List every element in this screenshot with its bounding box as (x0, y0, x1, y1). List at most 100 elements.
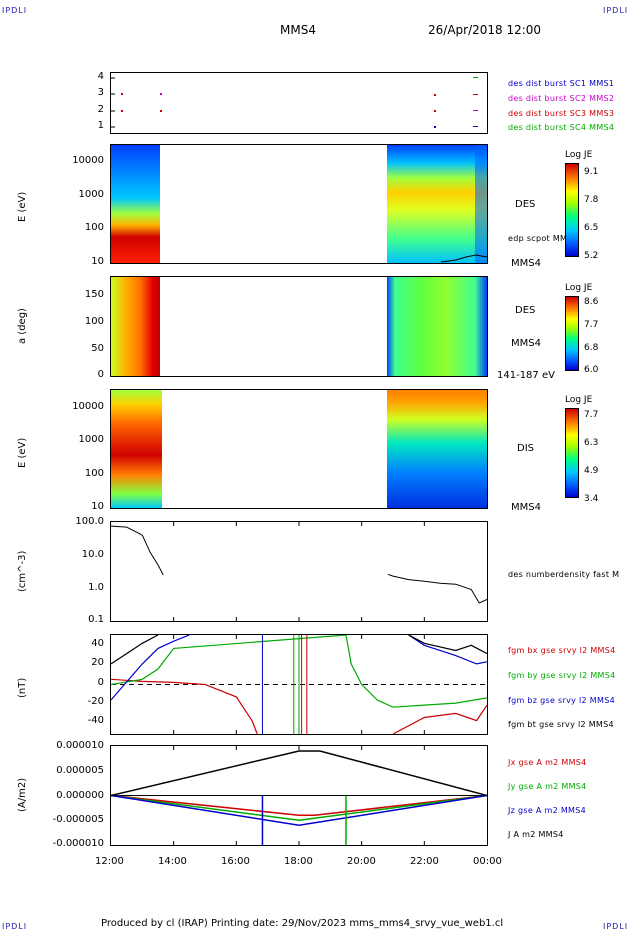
colorbar (565, 296, 579, 371)
des-pitch-angle-spectrogram (111, 277, 487, 376)
bz-trace (408, 635, 487, 665)
corner-mark-top-right: IPDLI (603, 6, 629, 15)
spectrogram-edge (475, 145, 487, 263)
burst-marker-mms3 (434, 110, 436, 112)
spectrogram-block-early (111, 145, 160, 263)
panel-number-density (110, 521, 488, 622)
y-tick-label: 100 (84, 468, 104, 479)
footer-credits: Produced by cl (IRAP) Printing date: 29/… (101, 918, 504, 929)
bz-trace (111, 635, 190, 701)
burst-marker-mms4 (473, 77, 478, 78)
burst-marker-mms3 (121, 93, 123, 95)
legend-jy: Jy gse A m2 MMS4 (508, 782, 587, 791)
current-plot (111, 746, 487, 845)
y-axis-label: (A/m2) (17, 777, 28, 812)
burst-marker-mms1 (473, 126, 478, 127)
legend-jz: Jz gse A m2 MMS4 (508, 806, 587, 815)
colorbar-tick-label: 7.7 (584, 410, 599, 420)
panel-label-mms4: MMS4 (511, 258, 541, 269)
y-tick-label: 0 (97, 369, 104, 380)
y-tick-label: 1000 (78, 189, 104, 200)
colorbar-tick-label: 6.5 (584, 223, 599, 233)
legend-burst-mms1: des dist burst SC1 MMS1 (508, 79, 615, 88)
colorbar-tick-label: 9.1 (584, 167, 599, 177)
jy-trace (111, 794, 487, 822)
y-tick-label: 10 (91, 256, 104, 267)
jx-trace (111, 794, 487, 817)
bt-trace (111, 635, 159, 665)
x-tick-label: 16:00 (221, 856, 250, 867)
panel-magnetic-field (110, 634, 488, 735)
datetime-title: 26/Apr/2018 12:00 (428, 23, 542, 37)
y-tick-label: 150 (84, 289, 104, 300)
y-tick-label: 10.0 (81, 549, 104, 560)
legend-bz: fgm bz gse srvy l2 MMS4 (508, 696, 615, 705)
y-tick-label: 1000 (78, 434, 104, 445)
y-tick-label: 0.000000 (56, 790, 104, 801)
density-plot (111, 522, 487, 621)
legend-bt: fgm bt gse srvy l2 MMS4 (508, 720, 614, 729)
y-tick-label: -0.000010 (52, 838, 104, 849)
colorbar-tick-label: 6.3 (584, 438, 599, 448)
y-tick-label: 0.000010 (56, 740, 104, 751)
y-axis-label: (cm^-3) (17, 550, 28, 592)
colorbar-tick-label: 4.9 (584, 466, 599, 476)
y-tick-label: 4 (97, 71, 104, 82)
y-axis-label: E (eV) (17, 437, 28, 468)
y-tick-label: 2 (97, 104, 104, 115)
burst-marker-mms3 (434, 94, 436, 96)
y-tick-label: 20 (91, 657, 104, 668)
panel-label-des: DES (515, 199, 536, 210)
colorbar-title: Log JE (565, 283, 593, 293)
panel-label-scpot: edp scpot MMS4 (508, 234, 579, 243)
legend-burst-mms2: des dist burst SC2 MMS2 (508, 94, 615, 103)
panel-label-mms4: MMS4 (511, 338, 541, 349)
burst-marker-mms2 (473, 110, 478, 111)
colorbar-tick-label: 6.0 (584, 365, 599, 375)
x-tick-label: 22:00 (410, 856, 439, 867)
jz-trace (111, 794, 487, 826)
panel-current-density (110, 745, 488, 846)
pitch-block-late (387, 277, 487, 376)
x-tick-label: 12:00 (95, 856, 124, 867)
y-tick-label: 1 (97, 120, 104, 131)
y-tick-label: 40 (91, 638, 104, 649)
mission-title: MMS4 (280, 23, 316, 37)
panel-burst-availability (110, 72, 488, 134)
burst-marker-mms1 (434, 126, 436, 128)
dis-block-early (111, 390, 162, 508)
y-tick-label: 3 (97, 87, 104, 98)
bt-trace (408, 635, 487, 655)
panel-label-des: DES (515, 305, 536, 316)
legend-bx: fgm bx gse srvy l2 MMS4 (508, 646, 616, 655)
pitch-block-early (111, 277, 160, 376)
panel-label-mms4: MMS4 (511, 502, 541, 513)
bfield-plot (111, 635, 487, 734)
panel-des-pitch-angle (110, 276, 488, 377)
colorbar-tick-label: 5.2 (584, 251, 599, 261)
colorbar-tick-label: 7.8 (584, 195, 599, 205)
y-axis-label: E (eV) (17, 191, 28, 222)
colorbar-tick-label: 3.4 (584, 494, 599, 504)
corner-mark-bottom-right: IPDLI (603, 922, 629, 931)
y-tick-label: 100 (84, 222, 104, 233)
y-tick-label: 0 (97, 677, 104, 688)
y-axis-label: a (deg) (17, 308, 28, 344)
x-tick-label: 18:00 (284, 856, 313, 867)
y-tick-label: -20 (87, 696, 104, 707)
corner-mark-top-left: IPDLI (2, 6, 28, 15)
dis-energy-spectrogram (111, 390, 487, 508)
y-tick-label: -40 (87, 715, 104, 726)
colorbar-title: Log JE (565, 395, 593, 405)
colorbar-tick-label: 8.6 (584, 297, 599, 307)
spectrogram-block-late (387, 145, 487, 263)
y-tick-label: 50 (91, 343, 104, 354)
burst-marker-mms2 (160, 93, 162, 95)
density-trace-early (111, 525, 164, 576)
panel-burst-plot (111, 77, 478, 128)
j-trace (111, 750, 487, 797)
legend-burst-mms4: des dist burst SC4 MMS4 (508, 123, 615, 132)
legend-burst-mms3: des dist burst SC3 MMS3 (508, 109, 615, 118)
series-label-density: des numberdensity fast M (508, 570, 620, 579)
x-tick-label: 20:00 (347, 856, 376, 867)
